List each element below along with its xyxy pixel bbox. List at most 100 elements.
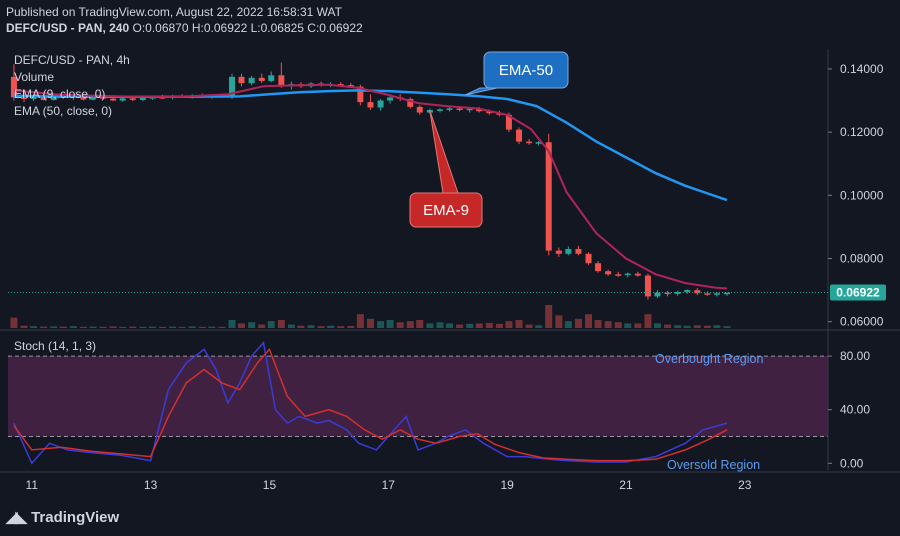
published-line: Published on TradingView.com, August 22,… bbox=[6, 5, 342, 19]
volume-bar bbox=[466, 323, 474, 328]
candle-body bbox=[416, 106, 423, 113]
volume-bar bbox=[644, 314, 652, 328]
volume-bar bbox=[258, 324, 266, 328]
chart-header: Published on TradingView.com, August 22,… bbox=[6, 4, 363, 36]
volume-bar bbox=[188, 326, 196, 328]
candle-body bbox=[684, 290, 691, 292]
candle-body bbox=[357, 86, 364, 103]
volume-bar bbox=[674, 325, 682, 328]
candle-body bbox=[407, 98, 414, 107]
ema50-callout-pointer bbox=[465, 87, 498, 96]
volume-bar bbox=[545, 305, 553, 328]
volume-bar bbox=[693, 325, 701, 328]
candle-body bbox=[119, 98, 126, 101]
candle-body bbox=[565, 249, 572, 254]
candle-body bbox=[595, 263, 602, 272]
volume-bar bbox=[653, 323, 661, 328]
volume-bar bbox=[634, 323, 642, 328]
candle-body bbox=[535, 142, 542, 144]
candle-body bbox=[377, 100, 384, 108]
volume-bar bbox=[485, 322, 493, 328]
volume-bar bbox=[20, 325, 28, 328]
candle-body bbox=[713, 293, 720, 295]
candle-body bbox=[367, 102, 374, 108]
time-tick-label: 15 bbox=[263, 478, 277, 492]
candle-body bbox=[248, 77, 255, 84]
volume-bar bbox=[475, 323, 483, 328]
stoch-tick-label: 40.00 bbox=[840, 403, 870, 417]
volume-bar bbox=[158, 326, 166, 328]
time-tick-label: 21 bbox=[619, 478, 633, 492]
candle-body bbox=[526, 141, 533, 144]
candle-body bbox=[654, 292, 661, 297]
candle-body bbox=[545, 142, 552, 251]
volume-bar bbox=[624, 323, 632, 328]
candle-body bbox=[605, 271, 612, 275]
time-tick-label: 13 bbox=[144, 478, 158, 492]
candle-body bbox=[50, 96, 57, 100]
volume-bar bbox=[129, 326, 137, 328]
ema9-callout-text: EMA-9 bbox=[423, 202, 469, 219]
stoch-label: Stoch (14, 1, 3) bbox=[14, 339, 96, 353]
volume-bar bbox=[614, 322, 622, 328]
chart-text: DEFC/USD - PAN, 4h Volume EMA (9, close,… bbox=[14, 53, 130, 353]
candle-body bbox=[456, 108, 463, 111]
time-tick-label: 17 bbox=[382, 478, 396, 492]
volume-bars bbox=[10, 305, 731, 328]
candle-body bbox=[555, 250, 562, 254]
volume-bar bbox=[416, 319, 424, 328]
candle-body bbox=[278, 75, 285, 87]
stoch-d-line bbox=[13, 347, 728, 462]
volume-bar bbox=[99, 326, 107, 328]
volume-bar bbox=[10, 317, 18, 328]
candle-body bbox=[436, 109, 443, 111]
volume-bar bbox=[456, 324, 464, 328]
volume-bar bbox=[198, 326, 206, 328]
volume-bar bbox=[228, 319, 236, 328]
legend-symbol: DEFC/USD - PAN, 4h bbox=[14, 53, 130, 67]
volume-bar bbox=[515, 319, 523, 328]
volume-bar bbox=[377, 321, 385, 328]
time-tick-label: 11 bbox=[26, 478, 39, 492]
candlesticks bbox=[10, 62, 730, 300]
volume-bar bbox=[178, 326, 186, 328]
volume-bar bbox=[337, 326, 345, 328]
volume-bar bbox=[50, 326, 58, 328]
volume-bar bbox=[267, 321, 275, 328]
volume-bar bbox=[664, 324, 672, 328]
candle-body bbox=[229, 76, 236, 98]
candle-body bbox=[258, 77, 265, 81]
legend-ema9: EMA (9, close, 0) bbox=[14, 87, 105, 101]
footer-brand: ◢◣ TradingView bbox=[6, 508, 119, 527]
candle-body bbox=[723, 292, 730, 295]
volume-bar bbox=[406, 321, 414, 328]
volume-bar bbox=[169, 326, 177, 328]
volume-bar bbox=[525, 324, 533, 328]
ema9-callout-box bbox=[409, 192, 483, 228]
candle-body bbox=[139, 98, 146, 100]
volume-bar bbox=[109, 326, 117, 328]
volume-bar bbox=[248, 322, 256, 328]
volume-bar bbox=[564, 321, 572, 328]
candle-body bbox=[446, 108, 453, 110]
time-tick-label: 19 bbox=[500, 478, 514, 492]
legend-volume: Volume bbox=[14, 70, 54, 84]
candle-body bbox=[694, 290, 701, 294]
volume-bar bbox=[317, 326, 325, 328]
ohlc-values: O:0.06870 H:0.06922 L:0.06825 C:0.06922 bbox=[132, 21, 363, 35]
callouts: EMA-50 EMA-9 bbox=[409, 51, 569, 228]
candle-body bbox=[575, 249, 582, 254]
volume-bar bbox=[148, 326, 156, 328]
candle-body bbox=[238, 76, 245, 84]
last-price-label: 0.06922 bbox=[836, 286, 880, 300]
volume-bar bbox=[713, 325, 721, 328]
volume-bar bbox=[307, 325, 315, 328]
candle-body bbox=[704, 293, 711, 295]
axes: 0.14000 0.12000 0.10000 0.08000 0.06000 11 13 1… bbox=[0, 50, 900, 492]
volume-bar bbox=[594, 319, 602, 328]
ema-lines bbox=[13, 83, 728, 290]
symbol-name: DEFC/USD - PAN, 240 bbox=[6, 21, 130, 35]
volume-bar bbox=[327, 325, 335, 328]
volume-bar bbox=[287, 324, 295, 328]
